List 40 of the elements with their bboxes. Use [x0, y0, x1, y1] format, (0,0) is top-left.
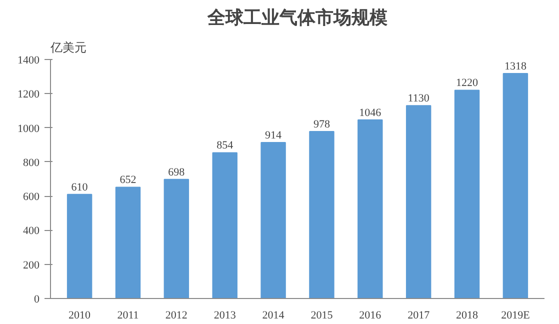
y-axis-title: 亿美元 — [50, 40, 86, 54]
bar — [406, 105, 432, 298]
y-tick-label: 600 — [23, 191, 40, 204]
bar — [309, 131, 334, 298]
y-tick-label: 1400 — [18, 54, 40, 66]
bar — [115, 186, 141, 298]
bar — [260, 142, 286, 298]
bar — [212, 152, 238, 298]
x-tick-label: 2016 — [359, 310, 382, 322]
x-tick-label: 2010 — [68, 310, 92, 322]
data-label: 652 — [120, 174, 136, 186]
y-tick-label: 200 — [23, 259, 40, 272]
y-tick-label: 1000 — [18, 122, 40, 135]
x-tick-label: 2013 — [214, 310, 236, 322]
x-tick-label: 2018 — [456, 310, 479, 322]
data-label: 1046 — [359, 106, 382, 119]
data-label: 914 — [265, 129, 282, 142]
x-tick-label: 2019E — [501, 310, 530, 322]
bar — [502, 73, 528, 298]
x-tick-label: 2017 — [408, 310, 430, 322]
y-tick-label: 800 — [23, 156, 40, 169]
bar — [66, 194, 92, 298]
y-tick-label: 0 — [34, 294, 40, 306]
bar — [454, 90, 480, 298]
x-tick-label: 2011 — [117, 310, 139, 322]
x-tick-label: 2015 — [310, 310, 334, 322]
data-label: 1318 — [504, 60, 527, 72]
data-label: 610 — [71, 181, 88, 194]
data-label: 1220 — [456, 77, 479, 90]
data-label: 698 — [168, 166, 186, 178]
bar — [164, 178, 190, 298]
data-label: 854 — [216, 140, 234, 152]
data-label: 1130 — [408, 92, 430, 105]
y-tick-label: 1200 — [18, 88, 40, 101]
chart-title: 全球工业气体市场规模 — [206, 8, 388, 28]
x-tick-label: 2012 — [165, 310, 188, 322]
y-tick-label: 400 — [23, 225, 40, 238]
x-tick-label: 2014 — [262, 310, 285, 322]
bar — [358, 119, 383, 298]
data-label: 978 — [313, 118, 330, 131]
